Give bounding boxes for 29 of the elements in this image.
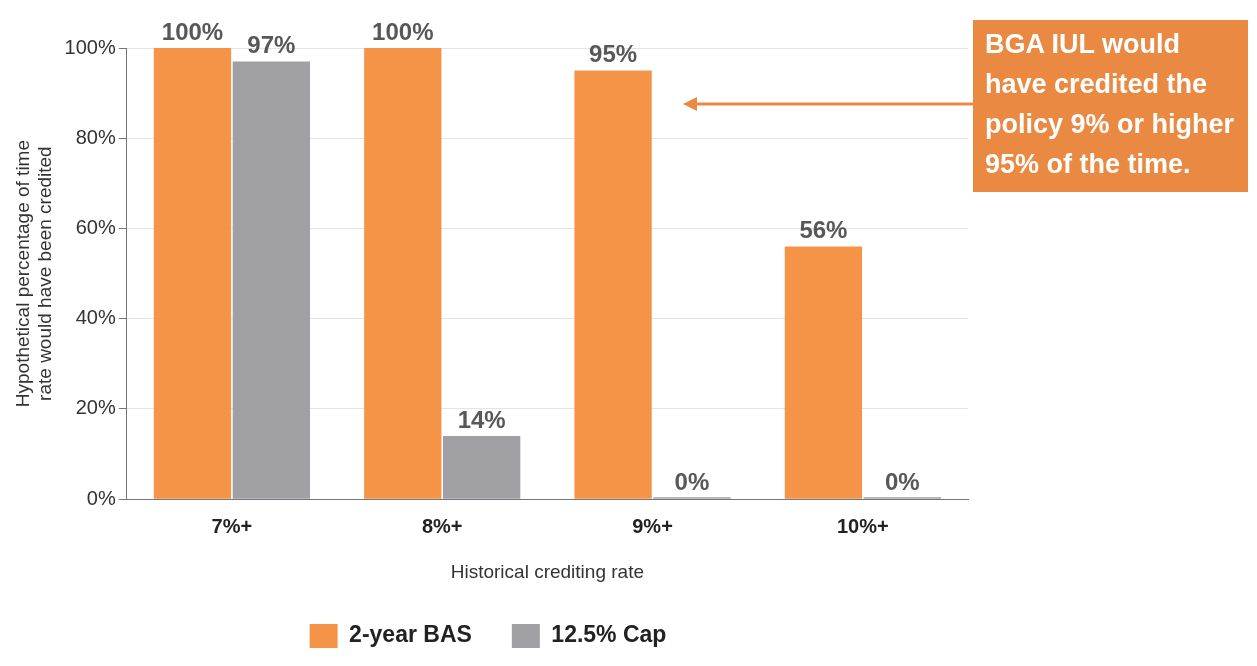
x-axis-title: Historical crediting rate (450, 560, 644, 582)
bar (574, 70, 652, 499)
bar (364, 48, 442, 499)
y-axis-title: Hypothetical percentage of time rate would have been credited (11, 139, 56, 408)
bar (232, 61, 310, 499)
legend-label: 12.5% Cap (551, 621, 667, 648)
bar (443, 436, 521, 499)
y-tick-label: 0% (86, 486, 116, 509)
x-tick-label: 9%+ (632, 514, 673, 537)
bar (153, 48, 232, 499)
y-tick-label: 40% (75, 306, 116, 329)
y-tick-label: 100% (64, 35, 116, 58)
data-label: 0% (884, 467, 920, 495)
data-label: 56% (799, 216, 848, 244)
data-label: 95% (589, 40, 638, 68)
data-label: 100% (161, 17, 224, 45)
x-tick-label: 7%+ (211, 514, 253, 537)
y-tick-label: 20% (75, 396, 116, 419)
text: BGA IUL would have credited the policy 9% or higher 95% of the time. (973, 20, 1248, 192)
data-label: 97% (247, 31, 296, 59)
bar (784, 246, 863, 499)
data-label: 14% (457, 405, 506, 433)
data-label: 0% (674, 467, 710, 495)
x-tick-label: 10%+ (836, 514, 889, 537)
y-tick-label: 80% (75, 125, 116, 148)
data-label: 100% (372, 17, 434, 45)
legend-label: 2-year BAS (349, 621, 472, 648)
x-tick-label: 8%+ (421, 514, 463, 537)
y-tick-label: 60% (75, 216, 116, 238)
